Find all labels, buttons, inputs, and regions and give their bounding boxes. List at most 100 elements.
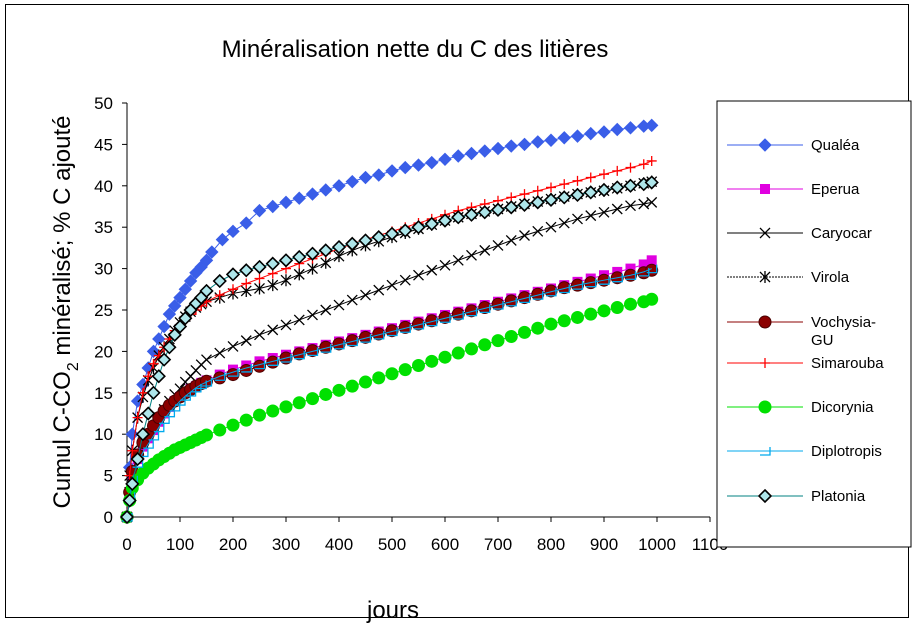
data-point-caryocar: [360, 289, 371, 301]
data-point-qual-a: [623, 121, 638, 135]
data-point-qual-a: [252, 203, 267, 218]
legend: Qualéa Eperua Caryocar Virola Vochysia-GU Sim…: [716, 100, 912, 548]
data-point-diplotropis: [185, 387, 197, 397]
data-point-diplotropis: [546, 287, 557, 297]
data-point-virola: [293, 268, 305, 281]
data-point-dicorynia: [398, 363, 412, 377]
data-point-diplotropis: [334, 340, 345, 350]
data-point-simarouba: [585, 172, 596, 183]
data-point-dicorynia: [200, 428, 213, 442]
data-point-simarouba: [519, 189, 530, 200]
legend-item-dicorynia: Dicorynia: [727, 399, 874, 416]
data-point-platonia: [141, 406, 156, 421]
data-point-dicorynia: [239, 413, 253, 427]
data-point-diplotropis: [180, 392, 191, 401]
data-point-platonia: [318, 243, 333, 258]
series-virola: [121, 175, 658, 523]
data-point-simarouba: [599, 169, 609, 180]
y-axis-title: Cumul C-CO2 minéralisé; % C ajouté: [49, 115, 82, 508]
data-point-caryocar: [280, 319, 292, 331]
data-point-simarouba: [132, 412, 143, 423]
data-point-simarouba: [143, 371, 154, 382]
y-tick-label: 50: [94, 94, 113, 113]
data-point-diplotropis: [559, 284, 570, 294]
data-point-diplotropis: [413, 320, 425, 330]
legend-label: Platonia: [811, 488, 866, 505]
data-point-dicorynia: [531, 321, 545, 335]
data-point-qual-a: [425, 155, 439, 170]
data-point-simarouba: [228, 284, 238, 295]
data-point-qual-a: [167, 299, 182, 313]
data-point-caryocar: [346, 294, 358, 306]
legend-marker: [759, 227, 771, 239]
chart-title: Minéralisation nette du C des litières: [222, 36, 609, 63]
legend-item-simarouba: Simarouba: [727, 355, 884, 372]
data-point-platonia: [331, 239, 347, 255]
data-point-dicorynia: [345, 379, 359, 393]
data-point-vochysia-gu: [451, 307, 465, 321]
data-point-qual-a: [226, 224, 240, 239]
data-point-simarouba: [546, 182, 556, 193]
data-point-eperua: [646, 255, 657, 266]
data-point-dicorynia: [571, 310, 584, 324]
data-point-diplotropis: [201, 378, 213, 387]
data-point-dicorynia: [385, 367, 399, 381]
x-tick-label: 500: [378, 535, 406, 554]
data-point-diplotropis: [307, 347, 319, 357]
data-point-simarouba: [646, 155, 657, 166]
data-point-platonia: [384, 226, 400, 241]
data-point-platonia: [130, 451, 145, 467]
data-point-qual-a: [199, 253, 214, 268]
data-point-vochysia-gu: [332, 337, 346, 351]
data-point-platonia: [305, 246, 320, 261]
data-point-caryocar: [373, 284, 385, 296]
data-point-platonia: [146, 385, 161, 400]
data-point-qual-a: [178, 282, 193, 297]
data-point-qual-a: [173, 290, 187, 305]
data-point-platonia: [623, 178, 638, 193]
data-point-vochysia-gu: [385, 324, 399, 338]
data-point-virola: [280, 274, 292, 287]
data-point-platonia: [610, 180, 625, 195]
legend-marker: [760, 447, 771, 456]
legend-marker: [758, 315, 772, 329]
data-point-platonia: [596, 182, 612, 198]
legend-label-cont: GU: [811, 332, 834, 349]
data-point-diplotropis: [373, 330, 385, 340]
data-point-diplotropis: [320, 344, 332, 353]
data-point-qual-a: [162, 307, 177, 321]
data-point-qual-a: [266, 199, 280, 214]
data-point-qual-a: [517, 137, 532, 152]
data-point-simarouba: [572, 175, 583, 186]
legend-label: Diplotropis: [811, 443, 882, 460]
data-point-diplotropis: [196, 380, 207, 390]
legend-label: Dicorynia: [811, 399, 874, 416]
data-point-caryocar: [532, 225, 544, 237]
data-point-diplotropis: [254, 360, 266, 370]
data-point-platonia: [162, 340, 177, 355]
legend-label: Vochysia-: [811, 314, 876, 331]
data-point-platonia: [278, 253, 294, 268]
data-point-caryocar: [479, 244, 491, 256]
data-point-vochysia-gu: [425, 314, 439, 328]
legend-marker: [760, 358, 770, 368]
data-point-diplotropis: [625, 271, 637, 280]
data-point-caryocar: [625, 200, 636, 212]
data-point-platonia: [570, 187, 585, 203]
legend-item-eperua: Eperua: [727, 181, 860, 198]
data-point-qual-a: [183, 274, 198, 288]
data-point-dicorynia: [253, 408, 266, 422]
data-point-dicorynia: [332, 383, 346, 397]
series-caryocar: [121, 196, 658, 523]
x-tick-label: 200: [219, 535, 247, 554]
data-point-caryocar: [267, 324, 279, 336]
data-point-caryocar: [646, 196, 658, 208]
data-point-diplotropis: [214, 372, 226, 381]
data-point-caryocar: [466, 249, 477, 261]
y-tick-label: 10: [94, 425, 113, 444]
data-point-simarouba: [559, 179, 570, 190]
data-point-dicorynia: [372, 371, 386, 385]
data-point-caryocar: [293, 314, 305, 326]
data-point-caryocar: [519, 230, 530, 241]
